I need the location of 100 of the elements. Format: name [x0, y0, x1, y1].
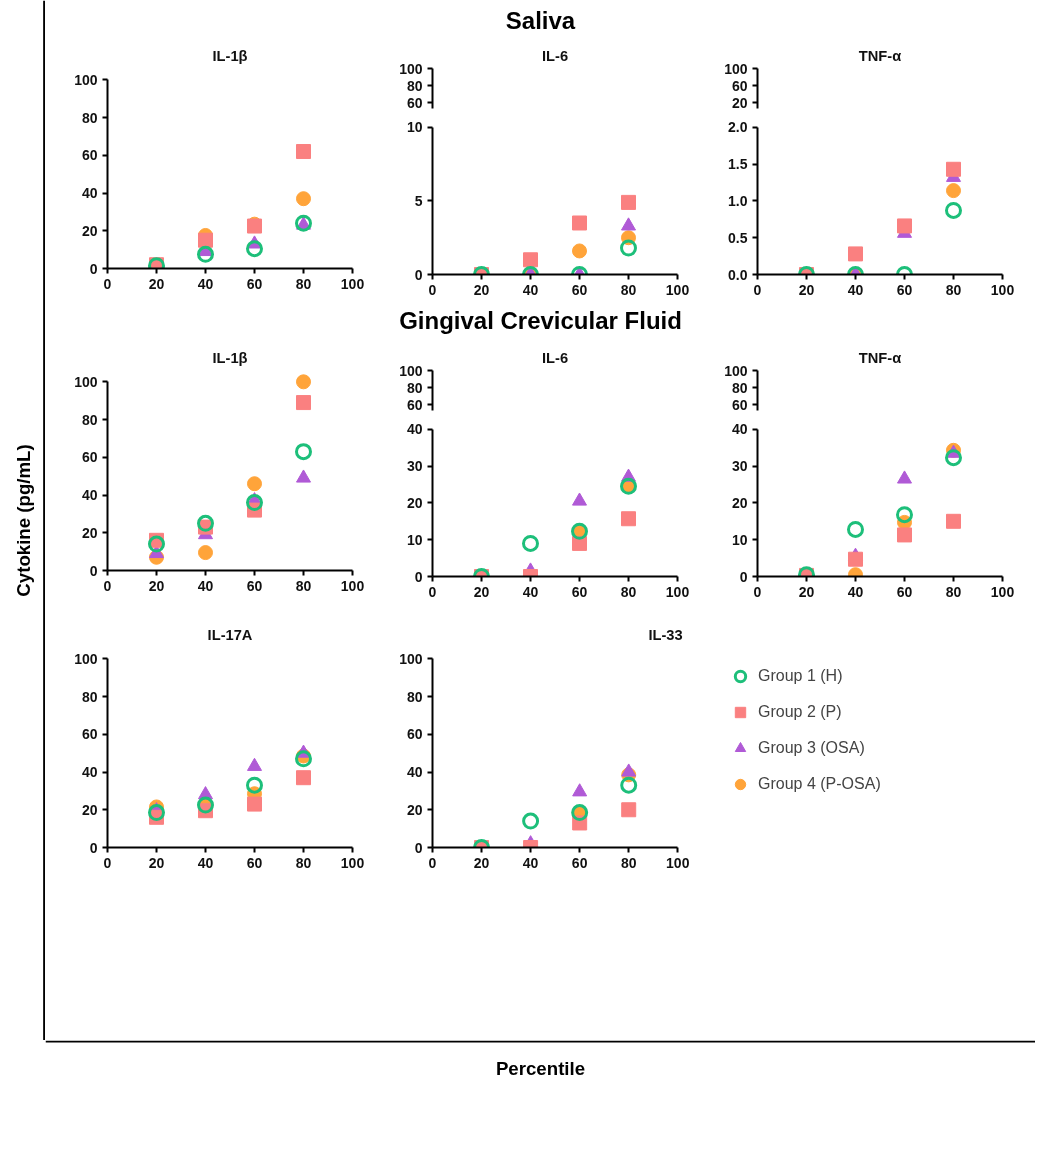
x-tick-label: 100	[990, 281, 1015, 298]
x-tick-label: 100	[990, 583, 1015, 600]
x-tick-label: 80	[945, 281, 962, 298]
y-tick-label: 80	[81, 109, 98, 126]
x-tick-label: 20	[473, 281, 490, 298]
x-tick-label: 80	[620, 281, 637, 298]
y-tick-label: 0	[414, 839, 423, 856]
x-tick-label: 60	[571, 854, 588, 871]
point	[847, 520, 864, 538]
x-tick-label: 60	[571, 281, 588, 298]
y-tick-label: 1.0	[728, 192, 748, 209]
y-tick-label: 100	[74, 650, 98, 667]
x-tick-label: 80	[295, 577, 312, 594]
chart-title: TNF-α	[858, 349, 902, 366]
point	[296, 395, 311, 411]
legend-label: Group 1 (H)	[758, 667, 843, 685]
y-tick-label: 20	[81, 801, 98, 818]
y-tick-label: 20	[406, 494, 423, 511]
point	[296, 191, 311, 207]
y-tick-label: 100	[74, 373, 98, 390]
y-tick-label: 40	[81, 764, 98, 781]
y-tick-label: 40	[81, 487, 98, 504]
point	[945, 449, 962, 467]
point	[946, 183, 961, 199]
point	[621, 511, 636, 527]
x-tick-label: 100	[340, 577, 365, 594]
point	[848, 551, 863, 567]
x-tick-label: 0	[753, 281, 762, 298]
point	[247, 796, 262, 812]
y-tick-label: 10	[406, 119, 423, 136]
point	[198, 232, 213, 248]
x-tick-label: 40	[847, 583, 864, 600]
x-tick-label: 100	[666, 854, 690, 871]
x-tick-label: 0	[103, 854, 112, 871]
point	[296, 374, 311, 390]
x-tick-label: 20	[798, 583, 815, 600]
x-tick-label: 0	[753, 583, 762, 600]
y-tick-label: 20	[81, 222, 98, 239]
point	[246, 494, 263, 512]
text: Gingival Crevicular Fluid	[399, 306, 682, 334]
y-tick-label: 100	[74, 71, 98, 88]
x-tick-label: 60	[246, 854, 263, 871]
x-tick-label: 40	[522, 281, 539, 298]
x-tick-label: 0	[428, 281, 437, 298]
x-tick-label: 40	[847, 281, 864, 298]
y-tick-label: 60	[81, 147, 98, 164]
y-tick-label: 40	[406, 764, 423, 781]
y-tick-label: 10	[406, 531, 423, 548]
x-tick-label: 100	[340, 854, 365, 871]
y-tick-label: 5	[414, 192, 423, 209]
y-tick-label: 60	[81, 726, 98, 743]
x-tick-label: 20	[473, 854, 490, 871]
text: Cytokine (pg/mL)	[12, 444, 34, 597]
y-tick-label: 60	[406, 726, 423, 743]
x-tick-label: 80	[620, 583, 637, 600]
point	[296, 144, 311, 160]
text: Percentile	[495, 1057, 586, 1079]
y-tick-label: 30	[406, 458, 423, 475]
point	[522, 534, 539, 552]
x-tick-label: 80	[945, 583, 962, 600]
chart-title: TNF-α	[858, 47, 902, 64]
x-tick-label: 100	[665, 281, 690, 298]
point	[197, 245, 214, 263]
x-tick-label: 40	[197, 275, 214, 292]
x-tick-label: 60	[896, 281, 913, 298]
point	[246, 240, 263, 258]
y-tick-label: 30	[731, 458, 748, 475]
point	[246, 776, 263, 794]
x-tick-label: 20	[148, 854, 165, 871]
chart-title: IL-1β	[212, 349, 248, 366]
y-tick-label: 40	[81, 185, 98, 202]
y-tick-label: 10	[731, 531, 748, 548]
x-tick-label: 100	[340, 275, 365, 292]
x-tick-label: 60	[571, 583, 588, 600]
x-tick-label: 60	[246, 275, 263, 292]
y-tick-label: 20	[81, 524, 98, 541]
x-tick-label: 0	[103, 275, 112, 292]
chart-title: IL-6	[541, 349, 569, 366]
point	[897, 218, 912, 234]
chart-title: IL-17A	[207, 626, 253, 643]
x-tick-label: 40	[522, 583, 539, 600]
point	[897, 527, 912, 543]
chart-title: IL-1β	[212, 47, 248, 64]
point	[247, 476, 262, 492]
point	[197, 514, 214, 532]
x-tick-label: 80	[295, 854, 312, 871]
legend-label: Group 2 (P)	[758, 703, 842, 721]
x-tick-label: 0	[103, 577, 112, 594]
y-tick-label: 60	[81, 449, 98, 466]
x-tick-label: 40	[197, 577, 214, 594]
y-tick-label: 0.5	[728, 229, 748, 246]
x-tick-label: 40	[522, 854, 539, 871]
point	[148, 535, 165, 553]
y-tick-label: 20	[731, 494, 748, 511]
point	[295, 443, 312, 461]
x-tick-label: 100	[665, 583, 690, 600]
point	[896, 506, 913, 524]
y-tick-label: 0.0	[728, 266, 748, 283]
x-tick-label: 40	[197, 854, 214, 871]
point	[572, 492, 587, 506]
